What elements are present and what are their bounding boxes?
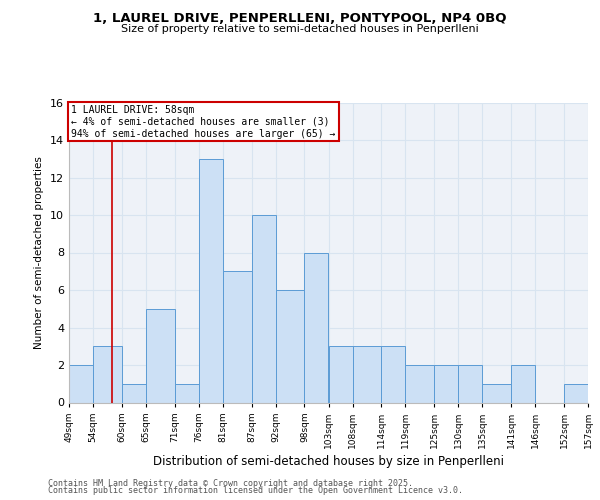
- Bar: [275, 290, 304, 403]
- Text: Contains HM Land Registry data © Crown copyright and database right 2025.: Contains HM Land Registry data © Crown c…: [48, 478, 413, 488]
- X-axis label: Distribution of semi-detached houses by size in Penperlleni: Distribution of semi-detached houses by …: [153, 455, 504, 468]
- Text: Size of property relative to semi-detached houses in Penperlleni: Size of property relative to semi-detach…: [121, 24, 479, 34]
- Bar: [511, 365, 535, 403]
- Text: Contains public sector information licensed under the Open Government Licence v3: Contains public sector information licen…: [48, 486, 463, 495]
- Bar: [588, 384, 600, 402]
- Bar: [482, 384, 511, 402]
- Bar: [122, 384, 146, 402]
- Bar: [69, 365, 93, 403]
- Bar: [434, 365, 458, 403]
- Bar: [251, 215, 275, 402]
- Bar: [93, 346, 122, 403]
- Text: 1, LAUREL DRIVE, PENPERLLENI, PONTYPOOL, NP4 0BQ: 1, LAUREL DRIVE, PENPERLLENI, PONTYPOOL,…: [93, 12, 507, 26]
- Bar: [146, 308, 175, 402]
- Bar: [329, 346, 353, 403]
- Bar: [382, 346, 406, 403]
- Bar: [223, 271, 251, 402]
- Y-axis label: Number of semi-detached properties: Number of semi-detached properties: [34, 156, 44, 349]
- Bar: [199, 159, 223, 402]
- Bar: [458, 365, 482, 403]
- Bar: [564, 384, 588, 402]
- Bar: [406, 365, 434, 403]
- Bar: [353, 346, 382, 403]
- Text: 1 LAUREL DRIVE: 58sqm
← 4% of semi-detached houses are smaller (3)
94% of semi-d: 1 LAUREL DRIVE: 58sqm ← 4% of semi-detac…: [71, 106, 336, 138]
- Bar: [175, 384, 199, 402]
- Bar: [304, 252, 329, 402]
